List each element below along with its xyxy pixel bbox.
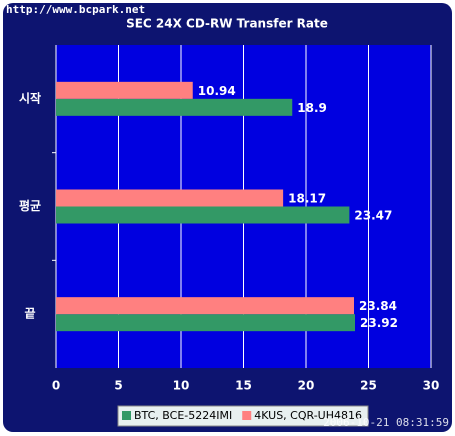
bar <box>56 98 293 116</box>
bar <box>56 314 355 332</box>
x-tick-label: 5 <box>114 379 122 393</box>
chart-title: SEC 24X CD-RW Transfer Rate <box>126 17 328 31</box>
bar <box>56 297 354 315</box>
y-tick-label: 평균 <box>19 199 41 213</box>
watermark: http://www.bcpark.net <box>6 3 145 16</box>
y-tick-label: 끝 <box>24 307 35 321</box>
data-label: 23.47 <box>354 209 392 223</box>
x-tick-label: 0 <box>52 379 60 393</box>
bar <box>56 206 350 224</box>
x-tick-label: 15 <box>235 379 252 393</box>
legend-swatch <box>122 411 131 420</box>
bar <box>56 81 193 99</box>
data-label: 18.9 <box>297 101 327 115</box>
x-tick-label: 20 <box>298 379 315 393</box>
data-label: 23.92 <box>360 316 398 330</box>
y-tick-label: 시작 <box>19 90 41 105</box>
legend-swatch <box>242 411 252 420</box>
legend-label: BTC, BCE-5224IMI <box>134 409 232 422</box>
timestamp: 2006-10-21 08:31:59 <box>323 416 449 429</box>
data-label: 10.94 <box>198 84 236 98</box>
data-label: 23.84 <box>359 299 397 313</box>
data-label: 18.17 <box>288 192 326 206</box>
bar <box>56 189 284 207</box>
legend-label: 4KUS, CQR-UH4816 <box>254 409 362 422</box>
x-tick-label: 30 <box>423 379 440 393</box>
x-tick-label: 25 <box>360 379 377 393</box>
x-tick-label: 10 <box>173 379 190 393</box>
